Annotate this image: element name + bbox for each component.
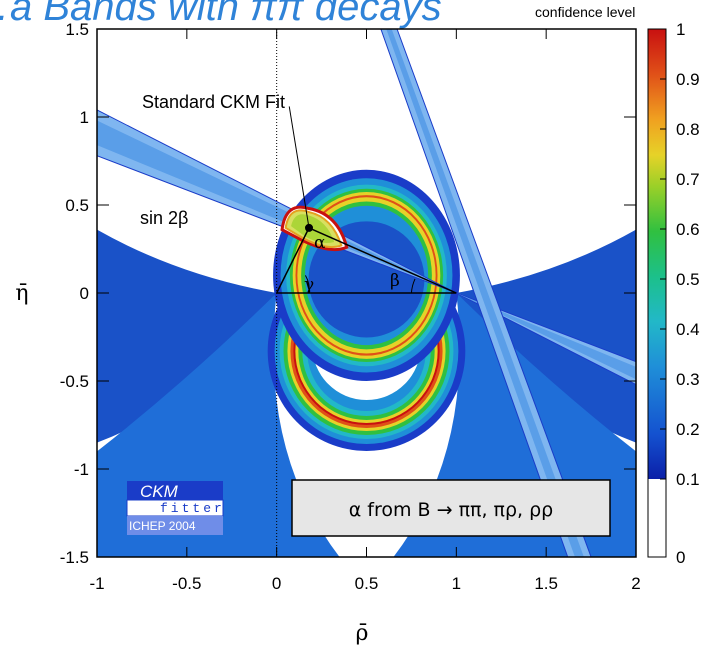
colorbar-tick-label: 0 — [676, 548, 685, 567]
colorbar-tick-label: 1 — [676, 20, 685, 39]
gamma-label: γ — [304, 275, 314, 295]
sin2beta-band-steep-inner — [386, 29, 584, 557]
colorbar-tick-label: 0.9 — [676, 70, 700, 89]
x-axis-label: ρ̄ — [356, 621, 369, 646]
y-tick-label: 1.5 — [65, 20, 89, 39]
logo-middle: fitter — [160, 501, 225, 516]
gamma-arc — [304, 275, 310, 294]
colorbar — [647, 28, 667, 558]
triangle-left-side — [275, 227, 310, 294]
x-tick-label: 2 — [631, 574, 640, 593]
beta-arc — [410, 278, 416, 294]
colorbar-tick-label: 0.2 — [676, 420, 700, 439]
colorbar-tick-label: 0.6 — [676, 220, 700, 239]
x-tick-label: 0 — [272, 574, 281, 593]
x-tick-label: 1 — [452, 574, 461, 593]
contour-layer — [97, 29, 636, 557]
fit-pointer — [288, 106, 310, 228]
x-tick-label: 0.5 — [355, 574, 379, 593]
y-tick-label: 0.5 — [65, 196, 89, 215]
legend-box: α from B → ππ, πρ, ρρ — [291, 479, 611, 537]
colorbar-tick-label: 0.5 — [676, 270, 700, 289]
colorbar-tick-label: 0.8 — [676, 120, 700, 139]
triangle-right-side — [308, 227, 457, 294]
x-tick-label: -0.5 — [172, 574, 201, 593]
colorbar-axis: 1 0.9 0.8 0.7 0.6 0.5 0.4 0.3 0.2 0.1 0 — [660, 20, 700, 567]
banner-title: …a Bands with ππ decays — [0, 0, 442, 29]
x-tick-label: 1.5 — [534, 574, 558, 593]
alpha-label: α — [314, 233, 326, 253]
logo-top: CKM — [140, 482, 179, 501]
sin2beta-label: sin 2β — [140, 208, 188, 228]
alpha-left-region — [97, 229, 277, 443]
y-axis-label: η̄ — [15, 281, 28, 306]
y-tick-label: -1.5 — [60, 548, 89, 567]
colorbar-title: confidence level — [535, 4, 635, 20]
x-tick-label: -1 — [89, 574, 104, 593]
colorbar-tick-label: 0.4 — [676, 320, 700, 339]
colorbar-tick-label: 0.3 — [676, 370, 700, 389]
y-axis: 1.5 1 0.5 0 -0.5 -1 -1.5 — [60, 20, 636, 567]
ckmfitter-logo: CKM fitter ICHEP 2004 — [126, 481, 225, 535]
y-tick-label: 0 — [80, 284, 89, 303]
fit-label: Standard CKM Fit — [142, 92, 285, 112]
sin2beta-band-inner — [97, 120, 636, 380]
logo-bottom: ICHEP 2004 — [129, 519, 196, 533]
y-tick-label: -1 — [74, 460, 89, 479]
x-axis: -1 -0.5 0 0.5 1 1.5 2 — [89, 29, 641, 593]
y-tick-label: -0.5 — [60, 372, 89, 391]
legend-text: α from B → ππ, πρ, ρρ — [349, 499, 554, 521]
colorbar-tick-label: 0.7 — [676, 170, 700, 189]
y-tick-label: 1 — [80, 108, 89, 127]
colorbar-tick-label: 0.1 — [676, 470, 700, 489]
beta-label: β — [390, 271, 400, 291]
